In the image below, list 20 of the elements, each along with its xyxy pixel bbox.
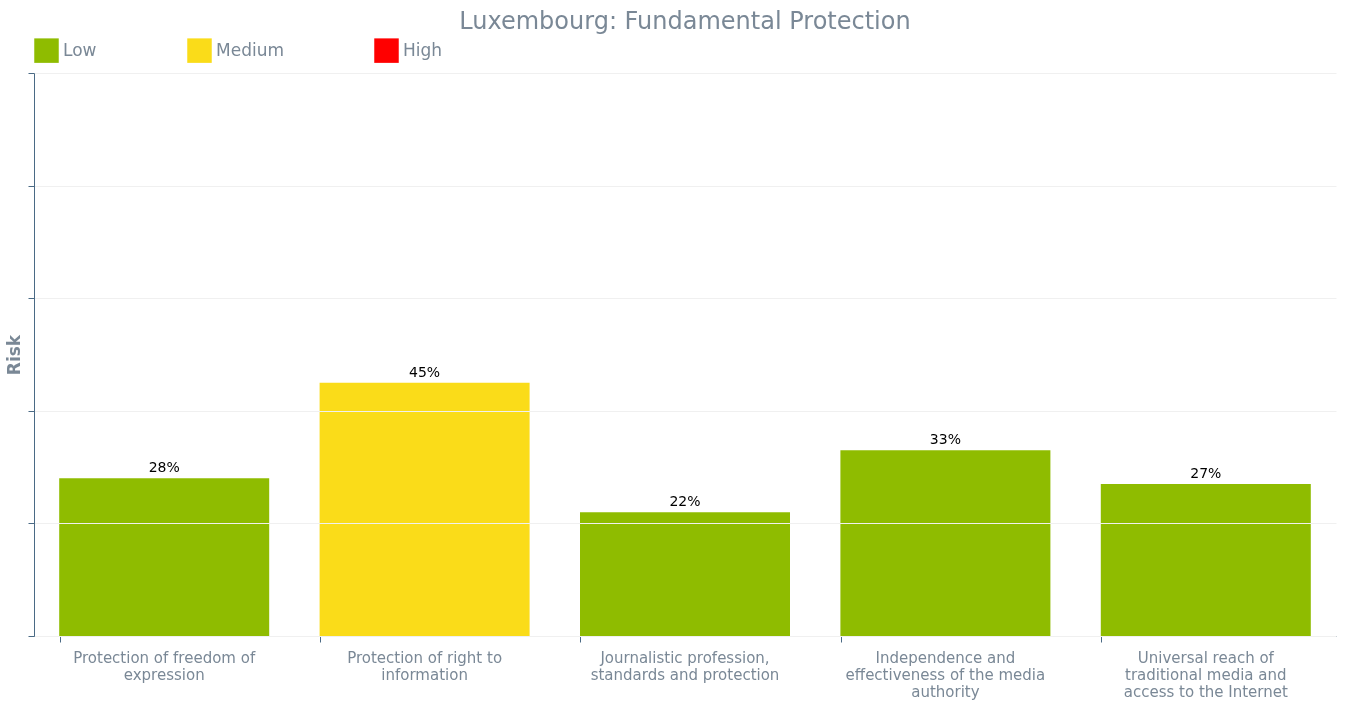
data-label: 27% [1190,464,1222,481]
bar [580,512,790,636]
bar [59,478,270,636]
data-label: 45% [409,363,441,380]
data-label: 28% [148,459,180,476]
x-tick-label: Journalistic profession, standards and protection [590,648,780,684]
bar [840,450,1051,636]
chart-title: Luxembourg: Fundamental Protection [459,7,911,35]
data-label: 22% [669,493,701,510]
legend-label: High [403,39,443,60]
x-tick-label: Universal reach of traditional media and access to the Internet [1123,648,1288,701]
bar [319,382,530,636]
x-tick-label: Protection of right to information [347,648,503,684]
data-label: 33% [929,431,961,448]
y-axis-title: Risk [4,334,24,376]
x-tick-label: Independence and effectiveness of the media authority [845,648,1046,701]
legend-label: Medium [216,39,284,60]
legend-label: Low [63,39,97,60]
bar [1100,483,1311,636]
x-tick-label: Protection of freedom of expression [73,648,256,684]
